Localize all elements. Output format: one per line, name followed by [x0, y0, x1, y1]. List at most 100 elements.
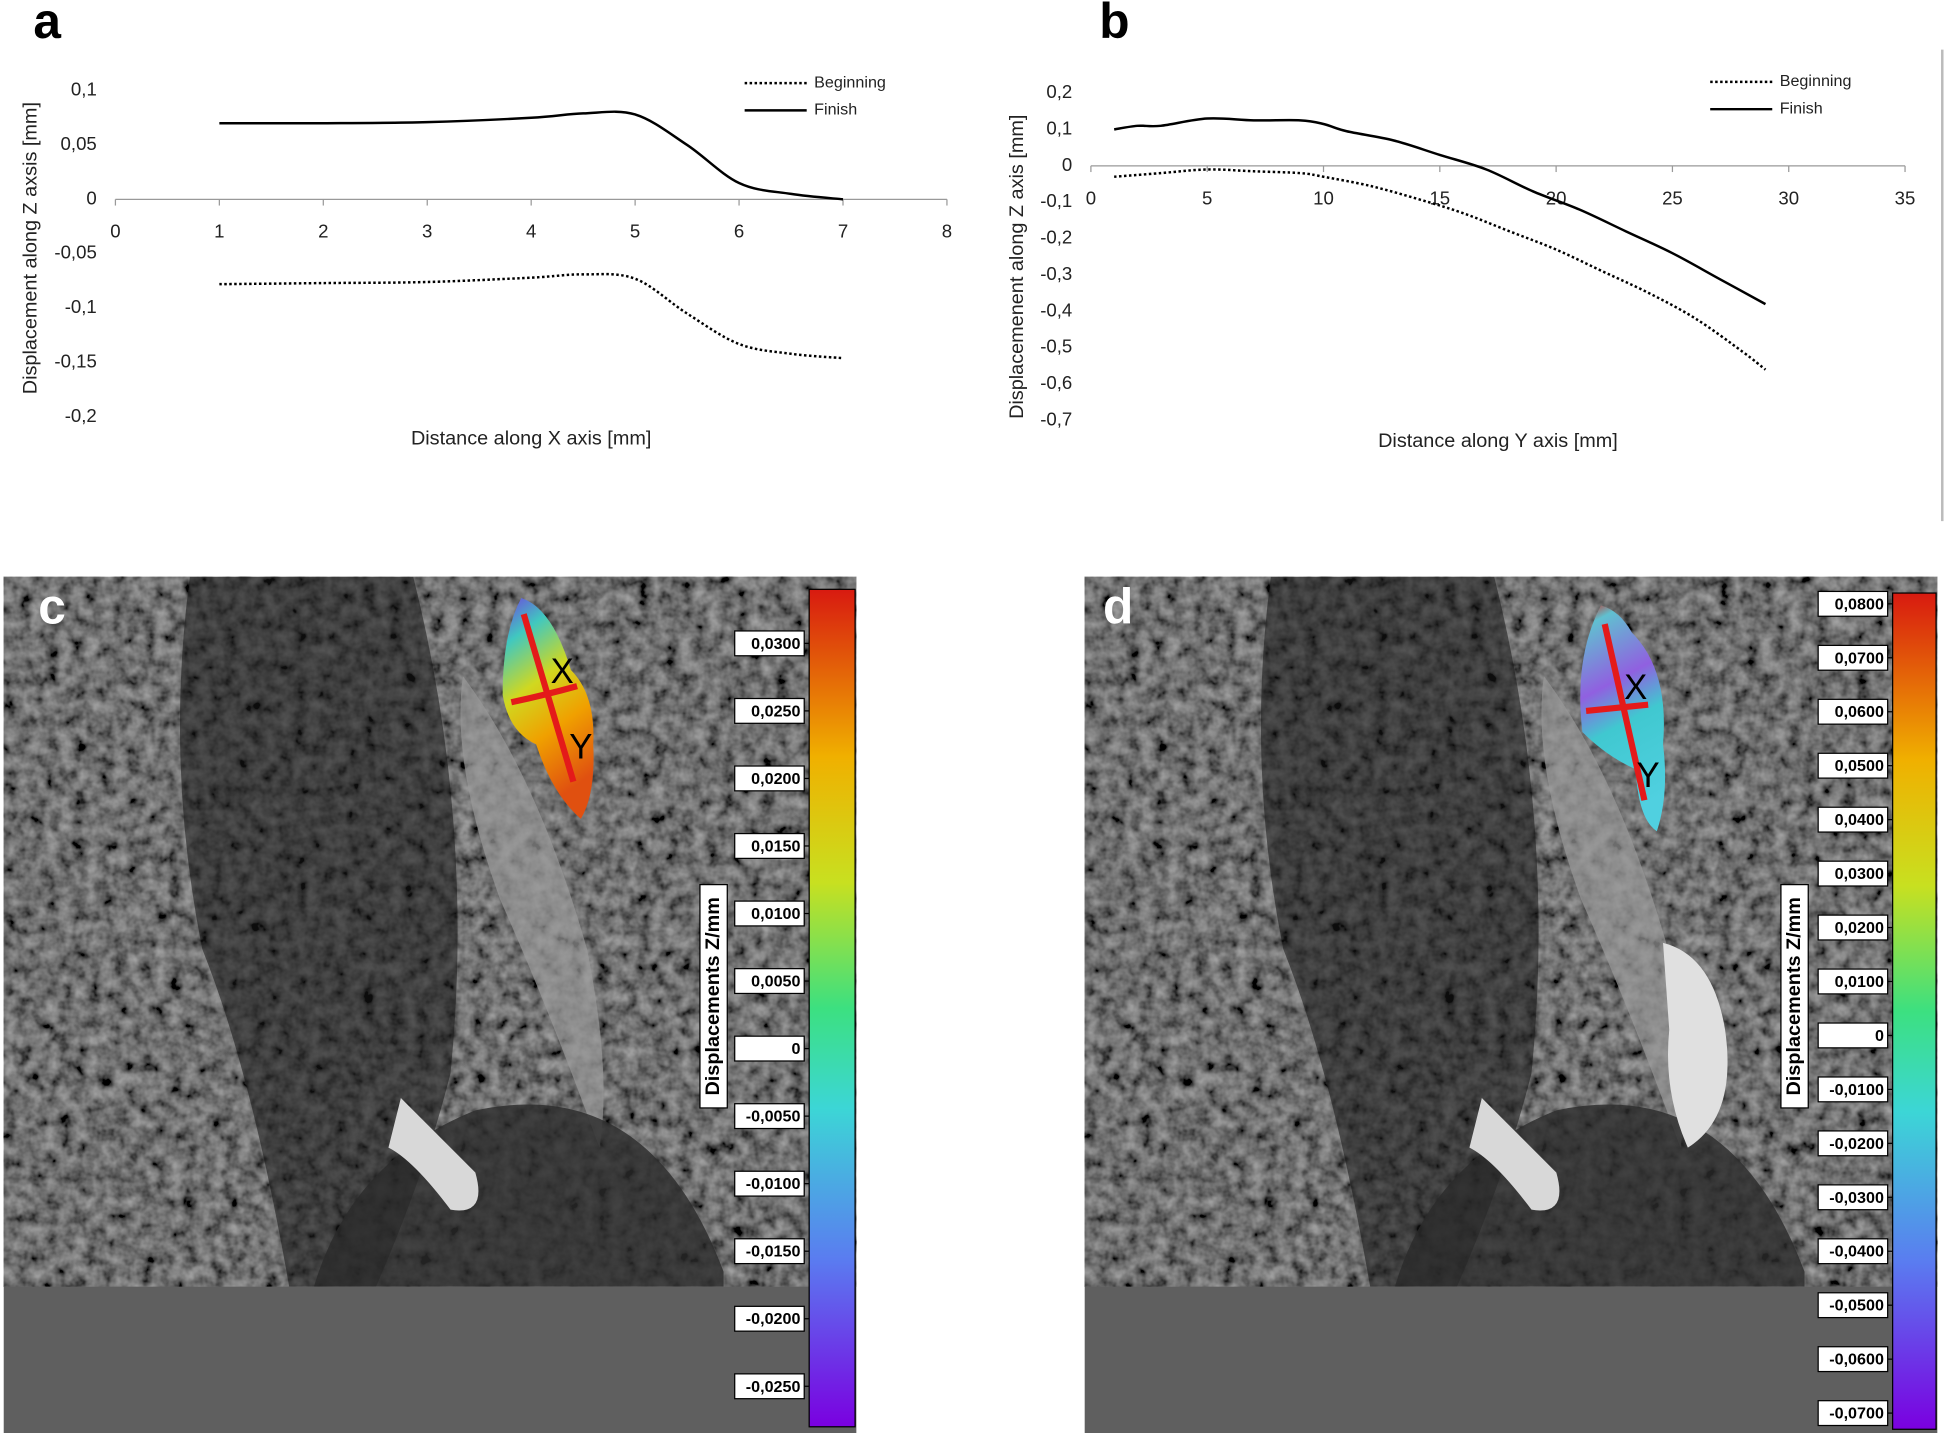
x-tick-label: 0 — [110, 221, 120, 242]
colorbar-tick-label: 0,0100 — [1835, 973, 1884, 991]
x-tick-label: 0 — [1086, 187, 1096, 208]
y-tick-label: -0,7 — [1040, 409, 1072, 430]
colorbar-tick-label: 0,0100 — [751, 905, 800, 923]
x-tick-label: 4 — [526, 221, 536, 242]
y-tick-label: -0,2 — [65, 405, 97, 426]
colorbar-tick-label: -0,0600 — [1829, 1351, 1884, 1369]
colorbar-tick-label: -0,0700 — [1829, 1405, 1884, 1423]
colorbar — [808, 588, 856, 1428]
data-line — [1113, 117, 1767, 306]
colorbar-label: Displacements Z/mm — [702, 897, 724, 1095]
y-tick-label: -0,1 — [65, 296, 97, 317]
colorbar-tick-label: -0,0400 — [1829, 1243, 1884, 1261]
colorbar-label-box — [1780, 883, 1809, 1109]
tick-label-box — [1817, 914, 1889, 941]
colorbar-tick-label: -0,0200 — [1829, 1135, 1884, 1153]
y-tick-label: -0,6 — [1040, 372, 1072, 393]
y-tick-label: 0,05 — [61, 133, 97, 154]
tick-label-box — [1817, 1292, 1889, 1319]
legend-label: Finish — [1780, 99, 1823, 117]
tick-label-box — [734, 1103, 805, 1130]
tick-label-box — [734, 900, 805, 927]
tick-label-box — [1817, 968, 1889, 995]
tick-label-box — [1817, 1346, 1889, 1373]
colorbar-label: Displacements Z/mm — [1783, 897, 1805, 1095]
tick-label-box — [1817, 1400, 1889, 1427]
legend-label: Beginning — [1780, 72, 1852, 90]
tick-label-box — [734, 968, 805, 995]
y-tick-label: -0,2 — [1040, 227, 1072, 248]
x-tick-label: 3 — [422, 221, 432, 242]
x-axis-label: Distance along X axis [mm] — [411, 427, 651, 449]
data-line — [1114, 168, 1767, 371]
photo — [4, 577, 857, 1433]
tick-label-box — [1817, 590, 1889, 617]
colorbar-tick-label: 0 — [792, 1040, 801, 1058]
colorbar-label-box — [699, 883, 728, 1109]
legend-label: Finish — [814, 101, 857, 119]
legend-label: Beginning — [814, 73, 886, 91]
colorbar-tick-label: 0,0300 — [1835, 865, 1884, 883]
colorbar-tick-label: 0,0700 — [1835, 649, 1884, 667]
petal — [1663, 942, 1728, 1148]
y-axis-label: Displacemenent along Z axis [mm] — [1006, 115, 1028, 419]
tick-label-box — [1817, 1022, 1889, 1049]
y-tick-label: 0,2 — [1046, 81, 1072, 102]
tick-label-box — [734, 1373, 805, 1400]
x-tick-label: 5 — [630, 221, 640, 242]
tick-label-box — [734, 832, 805, 859]
x-tick-label: 1 — [214, 221, 224, 242]
x-tick-label: 5 — [1202, 187, 1212, 208]
tick-label-box — [1817, 860, 1889, 887]
colorbar-tick-label: 0,0200 — [1835, 919, 1884, 937]
tick-label-box — [1817, 698, 1889, 725]
y-tick-label: 0 — [1062, 154, 1072, 175]
colorbar-tick-label: -0,0300 — [1829, 1189, 1884, 1207]
colorbar-tick-label: -0,0500 — [1829, 1297, 1884, 1315]
x-tick-label: 25 — [1662, 187, 1683, 208]
y-axis-label: Displacement along Z axsis [mm] — [19, 102, 41, 394]
x-tick-label: 8 — [942, 221, 952, 242]
axis-annotation: X — [1624, 669, 1647, 707]
tick-label-box — [1817, 1184, 1889, 1211]
axis-annotation: Y — [1637, 757, 1660, 795]
axis-annotation: X — [551, 653, 574, 691]
tick-label-box — [734, 697, 805, 724]
tick-label-box — [1817, 1076, 1889, 1103]
colorbar-tick-label: 0,0500 — [1835, 757, 1884, 775]
tick-label-box — [1817, 806, 1889, 833]
colorbar-tick-label: 0,0400 — [1835, 811, 1884, 829]
colorbar-tick-label: -0,0250 — [746, 1378, 801, 1396]
colorbar-tick-label: 0,0800 — [1835, 595, 1884, 613]
colorbar-tick-label: -0,0150 — [746, 1243, 801, 1261]
tick-label-box — [1817, 752, 1889, 779]
panel-label: c — [38, 579, 66, 635]
y-tick-label: -0,4 — [1040, 299, 1072, 320]
tick-label-box — [734, 1305, 805, 1332]
colorbar-tick-label: -0,0050 — [746, 1108, 801, 1126]
x-tick-label: 7 — [838, 221, 848, 242]
x-tick-label: 30 — [1778, 187, 1799, 208]
colorbar-tick-label: 0,0600 — [1835, 703, 1884, 721]
colorbar-tick-label: 0,0050 — [751, 973, 800, 991]
y-tick-label: 0 — [86, 187, 96, 208]
colorbar-tick-label: 0,0250 — [751, 702, 800, 720]
data-line — [219, 110, 844, 201]
colorbar-tick-label: 0,0200 — [751, 770, 800, 788]
colorbar-tick-label: -0,0200 — [746, 1310, 801, 1328]
x-tick-label: 35 — [1895, 187, 1916, 208]
colorbar-tick-label: -0,0100 — [746, 1175, 801, 1193]
y-tick-label: 0,1 — [71, 78, 97, 99]
y-tick-label: -0,3 — [1040, 263, 1072, 284]
x-axis-label: Distance along Y axis [mm] — [1378, 430, 1618, 452]
x-tick-label: 6 — [734, 221, 744, 242]
panel-label: a — [33, 0, 61, 49]
y-tick-label: -0,05 — [54, 242, 96, 263]
x-tick-label: 10 — [1313, 187, 1334, 208]
panel-label: d — [1103, 579, 1133, 635]
y-tick-label: 0,1 — [1046, 117, 1072, 138]
tick-label-box — [734, 765, 805, 792]
panel-label: b — [1099, 0, 1129, 49]
tick-label-box — [734, 630, 805, 657]
